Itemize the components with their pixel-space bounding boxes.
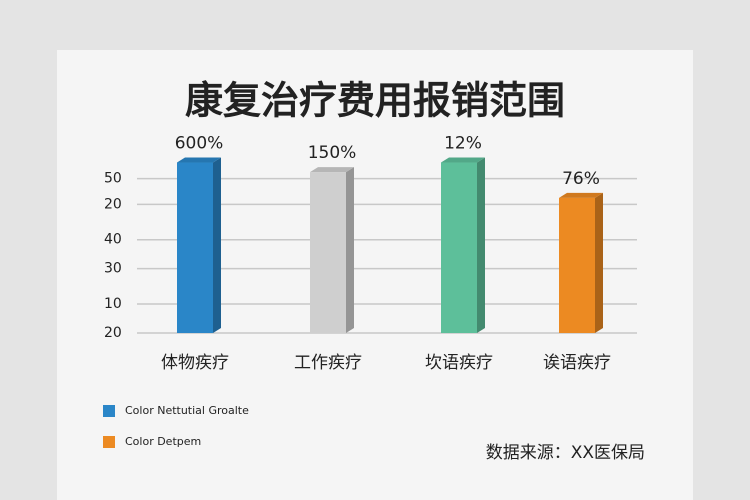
legend-swatch	[103, 405, 115, 417]
bar-top	[177, 157, 221, 163]
chart-title: 康复治疗费用报销范围	[185, 79, 565, 123]
bar-top	[441, 157, 485, 163]
bar-side	[595, 192, 603, 333]
legend-swatch	[103, 436, 115, 448]
bar-side	[477, 157, 485, 333]
bar-side	[346, 167, 354, 333]
y-tick-label: 50	[104, 171, 122, 187]
annotation: 76%	[562, 169, 600, 189]
bar	[177, 162, 213, 333]
legend-label: Color Detpem	[125, 435, 201, 448]
bar	[441, 162, 477, 333]
annotation: 600%	[175, 134, 224, 154]
annotation: 150%	[308, 143, 357, 163]
y-tick-label: 20	[104, 196, 122, 212]
legend-label: Color Nettutial Groalte	[125, 404, 249, 417]
y-tick-label: 10	[104, 296, 122, 312]
source: 数据来源：XX医保局	[486, 443, 645, 463]
bar-side	[213, 157, 221, 333]
x-tick-label: 诶语疾疗	[543, 353, 611, 373]
y-tick-label: 30	[104, 261, 122, 277]
bar-top	[310, 167, 354, 173]
bar	[310, 172, 346, 333]
bar	[559, 197, 595, 333]
y-tick-label: 20	[104, 325, 122, 341]
annotation: 12%	[444, 134, 482, 154]
x-tick-label: 坎语疾疗	[425, 353, 493, 373]
x-tick-label: 体物疾疗	[161, 353, 229, 373]
y-tick-label: 40	[104, 232, 122, 248]
bar-top	[559, 192, 603, 198]
x-tick-label: 工作疾疗	[294, 353, 362, 373]
